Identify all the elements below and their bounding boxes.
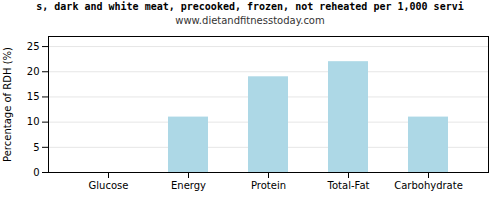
svg-text:5: 5 xyxy=(33,142,39,153)
svg-text:Glucose: Glucose xyxy=(89,180,129,191)
html-text:www.dietandfitnesstoday.com: www.dietandfitnesstoday.com xyxy=(175,15,325,26)
svg-text:25: 25 xyxy=(27,41,40,52)
svg-text:Percentage of RDH (%): Percentage of RDH (%) xyxy=(2,47,13,162)
svg-text:15: 15 xyxy=(27,91,40,102)
svg-text:Total-Fat: Total-Fat xyxy=(327,180,370,191)
svg-text:10: 10 xyxy=(27,116,40,127)
html-text:s, dark and white meat, precoo: s, dark and white meat, precooked, froze… xyxy=(36,1,464,12)
svg-text:Protein: Protein xyxy=(251,180,286,191)
svg-text:20: 20 xyxy=(27,66,40,77)
svg-text:Energy: Energy xyxy=(171,180,206,191)
svg-text:0: 0 xyxy=(33,167,39,178)
svg-text:Carbohydrate: Carbohydrate xyxy=(394,180,463,191)
